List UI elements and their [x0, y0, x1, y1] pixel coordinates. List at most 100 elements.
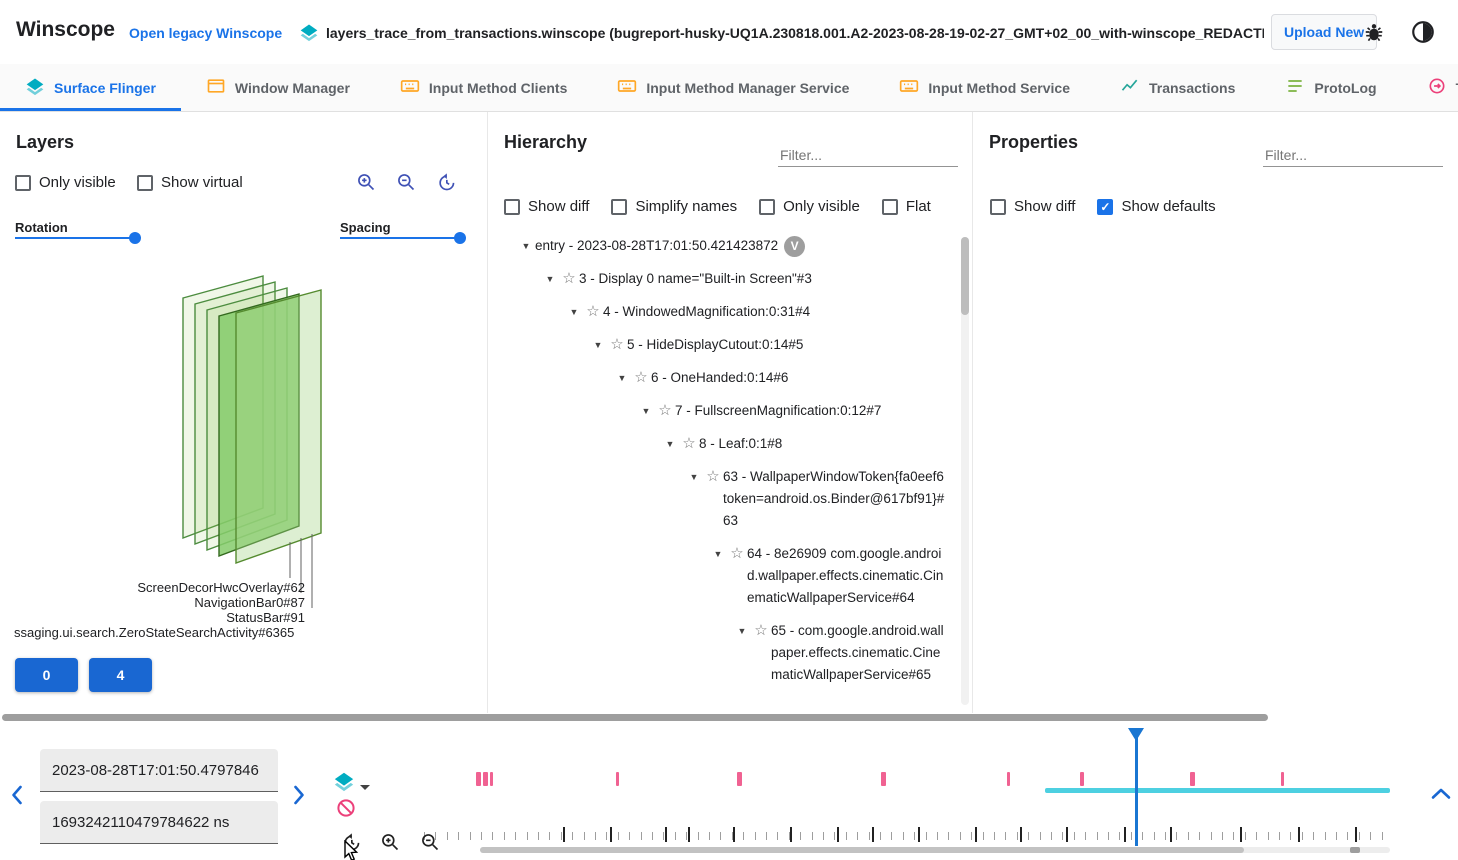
- tab-protolog[interactable]: ProtoLog: [1260, 64, 1401, 111]
- show-virtual-checkbox[interactable]: Show virtual: [137, 174, 243, 191]
- tab-transitions[interactable]: Transitions: [1402, 64, 1458, 111]
- chevron-down-icon[interactable]: ▼: [617, 373, 627, 383]
- only-visible-checkbox[interactable]: Only visible: [15, 174, 116, 191]
- chevron-down-icon[interactable]: ▼: [689, 472, 699, 482]
- chevron-down-icon[interactable]: ▼: [569, 307, 579, 317]
- tree-node-7[interactable]: ▼ ☆ 7 - FullscreenMagnification:0:12#7: [488, 395, 958, 428]
- hierarchy-filter-input[interactable]: [778, 144, 958, 167]
- human-timestamp-input[interactable]: [40, 749, 278, 792]
- layer-label[interactable]: NavigationBar0#87: [194, 595, 305, 610]
- chevron-down-icon[interactable]: ▼: [665, 439, 675, 449]
- timeline-zoom-out-icon[interactable]: [420, 832, 440, 852]
- tree-node-entry[interactable]: ▼ entry - 2023-08-28T17:01:50.421423872 V: [488, 230, 958, 263]
- tree-node-4[interactable]: ▼ ☆ 4 - WindowedMagnification:0:31#4: [488, 296, 958, 329]
- star-icon[interactable]: ☆: [586, 303, 600, 320]
- show-defaults-checkbox[interactable]: ✓ Show defaults: [1097, 198, 1216, 215]
- timeline-event-marker[interactable]: [490, 772, 493, 786]
- tree-node-5[interactable]: ▼ ☆ 5 - HideDisplayCutout:0:14#5: [488, 329, 958, 362]
- show-diff-checkbox[interactable]: Show diff: [504, 198, 589, 215]
- previous-entry-button[interactable]: [8, 784, 26, 806]
- bug-report-icon[interactable]: [1363, 21, 1385, 48]
- timeline-event-marker[interactable]: [1080, 772, 1084, 786]
- visibility-badge[interactable]: V: [784, 235, 806, 257]
- transactions-trace-icon[interactable]: [336, 798, 356, 818]
- simplify-names-checkbox[interactable]: Simplify names: [611, 198, 737, 215]
- timeline-event-marker[interactable]: [737, 772, 742, 786]
- timeline-event-marker[interactable]: [616, 772, 619, 786]
- checkbox-icon[interactable]: [15, 174, 31, 191]
- active-trace-selector[interactable]: [333, 770, 370, 797]
- rotation-slider[interactable]: [15, 232, 141, 244]
- star-icon[interactable]: ☆: [658, 402, 672, 419]
- chevron-down-icon[interactable]: ▼: [593, 340, 603, 350]
- timeline-zoom-in-icon[interactable]: [380, 832, 400, 852]
- star-icon[interactable]: ☆: [682, 435, 696, 452]
- spacing-slider[interactable]: [340, 232, 466, 244]
- properties-filter-input[interactable]: [1263, 144, 1443, 167]
- chevron-down-icon[interactable]: ▼: [521, 241, 531, 251]
- chevron-down-icon[interactable]: ▼: [737, 626, 747, 636]
- timeline-event-marker[interactable]: [476, 772, 481, 786]
- tab-input-method-service[interactable]: Input Method Service: [874, 64, 1095, 111]
- show-diff-checkbox[interactable]: Show diff: [990, 198, 1075, 215]
- timeline-scrollbar-thumb[interactable]: [480, 847, 1244, 853]
- zoom-out-icon[interactable]: [396, 172, 416, 192]
- checkbox-icon[interactable]: [990, 198, 1006, 215]
- timeline-event-marker[interactable]: [1281, 772, 1284, 786]
- timeline-reset-zoom-icon[interactable]: [341, 832, 361, 852]
- only-visible-checkbox[interactable]: Only visible: [759, 198, 860, 215]
- tab-window-manager[interactable]: Window Manager: [181, 64, 375, 111]
- slider-thumb[interactable]: [454, 232, 466, 244]
- scrollbar-thumb[interactable]: [961, 237, 969, 315]
- star-icon[interactable]: ☆: [610, 336, 624, 353]
- slider-thumb[interactable]: [129, 232, 141, 244]
- hierarchy-scrollbar[interactable]: [961, 237, 969, 705]
- chevron-down-icon[interactable]: ▼: [545, 274, 555, 284]
- timeline-event-marker[interactable]: [881, 772, 886, 786]
- upload-new-button[interactable]: Upload New: [1271, 14, 1378, 50]
- tree-node-64[interactable]: ▼ ☆ 64 - 8e26909 com.google.android.wall…: [488, 538, 958, 615]
- zoom-in-icon[interactable]: [356, 172, 376, 192]
- layer-label[interactable]: ScreenDecorHwcOverlay#62: [137, 580, 305, 595]
- layer-label[interactable]: ssaging.ui.search.ZeroStateSearchActivit…: [14, 625, 295, 640]
- tab-transactions[interactable]: Transactions: [1095, 64, 1260, 111]
- star-icon[interactable]: ☆: [754, 622, 768, 639]
- next-entry-button[interactable]: [290, 784, 308, 806]
- flat-checkbox[interactable]: Flat: [881, 198, 931, 215]
- checkbox-icon[interactable]: [611, 198, 628, 215]
- star-icon[interactable]: ☆: [706, 468, 720, 485]
- tab-surface-flinger[interactable]: Surface Flinger: [0, 64, 181, 111]
- display-4-button[interactable]: 4: [89, 658, 152, 692]
- tree-node-65[interactable]: ▼ ☆ 65 - com.google.android.wallpaper.ef…: [488, 615, 958, 692]
- collapse-timeline-button[interactable]: [1430, 785, 1452, 803]
- layer-label[interactable]: StatusBar#91: [226, 610, 305, 625]
- tree-node-8[interactable]: ▼ ☆ 8 - Leaf:0:1#8: [488, 428, 958, 461]
- open-legacy-link[interactable]: Open legacy Winscope: [129, 25, 283, 41]
- dark-mode-toggle-icon[interactable]: [1410, 19, 1436, 50]
- chevron-down-icon[interactable]: ▼: [713, 549, 723, 559]
- tab-input-method-clients[interactable]: Input Method Clients: [375, 64, 592, 111]
- star-icon[interactable]: ☆: [634, 369, 648, 386]
- tab-input-method-manager-service[interactable]: Input Method Manager Service: [592, 64, 874, 111]
- ns-timestamp-input[interactable]: [40, 801, 278, 844]
- layers-3d-view[interactable]: [0, 112, 487, 713]
- tree-node-63[interactable]: ▼ ☆ 63 - WallpaperWindowToken{fa0eef6 to…: [488, 461, 958, 538]
- timeline-canvas[interactable]: [420, 713, 1390, 860]
- tree-node-3[interactable]: ▼ ☆ 3 - Display 0 name="Built-in Screen"…: [488, 263, 958, 296]
- checkbox-icon[interactable]: ✓: [1097, 198, 1114, 215]
- tree-node-6[interactable]: ▼ ☆ 6 - OneHanded:0:14#6: [488, 362, 958, 395]
- timeline-cursor-line[interactable]: [1135, 728, 1138, 846]
- display-0-button[interactable]: 0: [15, 658, 78, 692]
- star-icon[interactable]: ☆: [730, 545, 744, 562]
- reset-view-icon[interactable]: [436, 172, 456, 192]
- timeline-event-marker[interactable]: [1190, 772, 1195, 786]
- checkbox-icon[interactable]: [504, 198, 520, 215]
- timeline-event-marker[interactable]: [483, 772, 488, 786]
- timeline-event-marker[interactable]: [1007, 772, 1010, 786]
- star-icon[interactable]: ☆: [562, 270, 576, 287]
- checkbox-icon[interactable]: [881, 198, 898, 215]
- chevron-down-icon[interactable]: ▼: [641, 406, 651, 416]
- checkbox-icon[interactable]: [759, 198, 776, 215]
- checkbox-icon[interactable]: [137, 174, 153, 191]
- panel-resize-handle[interactable]: [2, 714, 1268, 721]
